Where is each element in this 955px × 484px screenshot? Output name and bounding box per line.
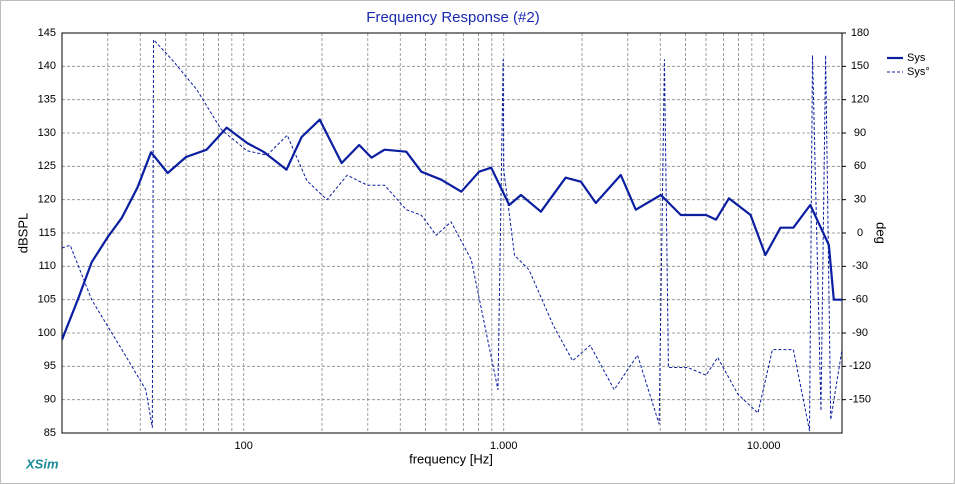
y-tick-label: 145 [38,27,56,39]
y2-tick-label: -60 [852,294,868,306]
brand-label: XSim [25,456,59,471]
series-line [62,39,842,432]
y2-tick-label: -120 [849,360,871,372]
y2-tick-label: -30 [852,260,868,272]
x-tick-label: 100 [235,440,253,452]
y-tick-label: 120 [38,194,56,206]
legend-label: Sys° [907,66,930,78]
y-tick-label: 130 [38,127,56,139]
y2-tick-label: 0 [857,227,863,239]
y-tick-label: 100 [38,327,56,339]
y2-tick-label: -150 [849,394,871,406]
y2-tick-label: 30 [854,194,866,206]
y-tick-label: 85 [44,427,56,439]
x-tick-label: 10.000 [747,440,781,452]
y2-tick-label: 150 [851,60,869,72]
y2-tick-label: -90 [852,327,868,339]
y-tick-label: 115 [38,227,56,239]
series-line [62,118,842,341]
y-tick-label: 125 [38,160,56,172]
y-axis-label: dBSPL [15,213,30,253]
y-tick-label: 110 [38,260,56,272]
y-tick-label: 140 [38,60,56,72]
y-tick-label: 95 [44,360,56,372]
x-axis-label: frequency [Hz] [409,451,493,466]
y-tick-label: 90 [44,394,56,406]
y2-tick-label: 120 [851,94,869,106]
y2-tick-label: 90 [854,127,866,139]
y2-tick-label: 60 [854,160,866,172]
y-tick-label: 135 [38,94,56,106]
legend-label: Sys [907,52,926,64]
chart-title: Frequency Response (#2) [366,9,539,26]
x-tick-label: 1.000 [490,440,518,452]
y2-tick-label: 180 [851,27,869,39]
y2-axis-label: deg [874,222,889,244]
y-tick-label: 105 [38,294,56,306]
plot-frame [61,32,843,434]
